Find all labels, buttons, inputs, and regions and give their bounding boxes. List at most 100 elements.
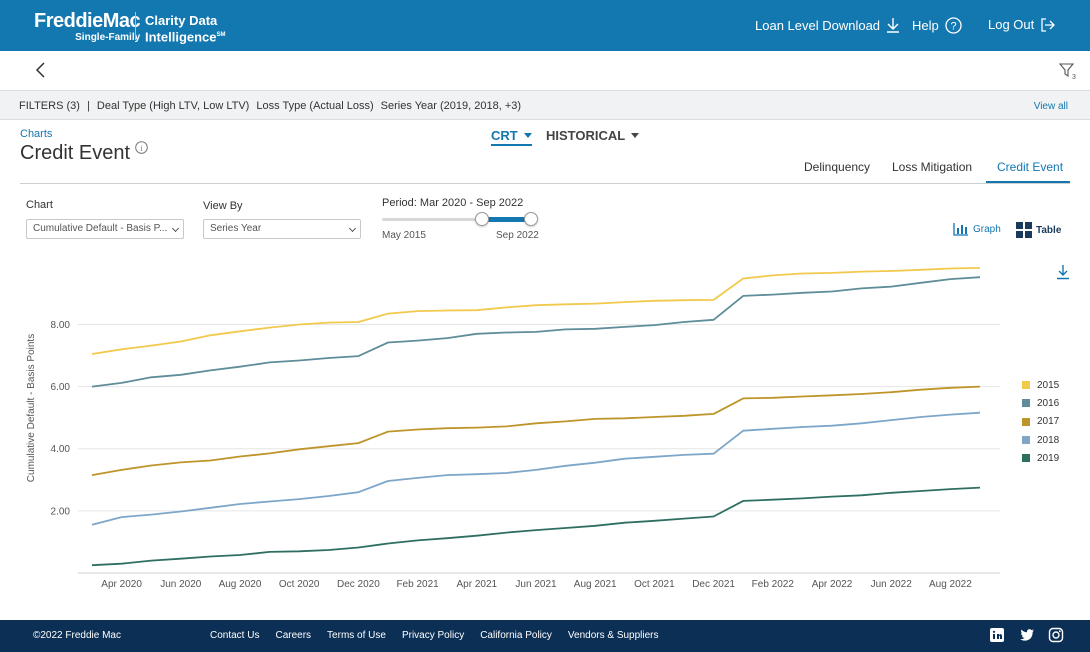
- legend-swatch: [1022, 399, 1030, 408]
- download-arrow-icon: [887, 18, 900, 33]
- tab-delinquency[interactable]: Delinquency: [804, 160, 871, 174]
- filter-deal-type[interactable]: Deal Type (High LTV, Low LTV): [96, 100, 250, 112]
- footer-link-contact-us[interactable]: Contact Us: [210, 630, 260, 641]
- x-tick-label: Jun 2021: [515, 579, 557, 590]
- page-title: Credit Event: [20, 142, 131, 164]
- credit-event-line-chart: 2.00 4.00 6.00 8.00 Apr 2020 Jun 2020 Aug 2020…: [26, 267, 1000, 590]
- loan-level-download-link[interactable]: Loan Level Download: [755, 17, 900, 33]
- freddie-mac-logo[interactable]: FreddieMac Single-Family: [34, 10, 141, 43]
- legend-swatch: [1022, 417, 1030, 426]
- chart-select[interactable]: Cumulative Default - Basis P...: [26, 219, 184, 239]
- view-all-link[interactable]: View all: [1033, 101, 1068, 112]
- x-tick-label: Aug 2020: [219, 579, 262, 590]
- period-slider-track[interactable]: [382, 218, 532, 221]
- y-axis-title: Cumulative Default - Basis Points: [26, 334, 37, 482]
- historical-dropdown[interactable]: HISTORICAL: [546, 128, 640, 143]
- log-out-link[interactable]: Log Out: [988, 17, 1056, 32]
- series-line-2019: [91, 486, 981, 567]
- x-tick-label: Apr 2022: [812, 579, 853, 590]
- filter-loss-type[interactable]: Loss Type (Actual Loss): [256, 100, 374, 112]
- help-link[interactable]: Help ?: [912, 17, 962, 34]
- series-line-2015: [91, 267, 981, 355]
- breadcrumb-charts[interactable]: Charts: [20, 128, 53, 140]
- series-line-2016: [91, 276, 981, 388]
- x-tick-label: Jun 2022: [871, 579, 913, 590]
- legend-label: 2017: [1037, 416, 1060, 428]
- twitter-icon[interactable]: [1019, 627, 1035, 643]
- footer-links: Contact Us Careers Terms of Use Privacy …: [210, 630, 659, 641]
- x-tick-label: Feb 2021: [396, 579, 439, 590]
- table-grid-icon: [1016, 222, 1032, 238]
- footer-link-privacy-policy[interactable]: Privacy Policy: [401, 630, 465, 641]
- crt-label: CRT: [491, 128, 518, 143]
- historical-label: HISTORICAL: [546, 128, 626, 143]
- view-by-label: View By: [203, 200, 243, 212]
- legend-swatch: [1022, 381, 1030, 390]
- filter-count-badge: 3: [1072, 74, 1076, 80]
- filter-summary-bar: FILTERS (3) | Deal Type (High LTV, Low L…: [0, 90, 1090, 120]
- product-line-1: Clarity Data: [145, 13, 218, 28]
- period-slider-start-handle[interactable]: [475, 212, 489, 226]
- footer: ©2022 Freddie Mac Contact Us Careers Ter…: [0, 620, 1090, 652]
- help-label: Help: [912, 18, 939, 33]
- legend-item-2017[interactable]: 2017: [1022, 413, 1059, 431]
- view-by-select[interactable]: Series Year: [203, 219, 361, 239]
- period-slider-range: [482, 217, 532, 222]
- period-slider-max-label: Sep 2022: [496, 230, 539, 241]
- y-tick-label: 8.00: [51, 320, 71, 331]
- product-name: Clarity Data IntelligenceSM: [145, 14, 226, 44]
- caret-down-icon: [631, 133, 640, 138]
- loan-level-download-label: Loan Level Download: [755, 17, 881, 33]
- logo-main-text: FreddieMac: [34, 10, 141, 32]
- logo-divider: [135, 12, 136, 40]
- linkedin-icon[interactable]: [989, 627, 1005, 643]
- chart-legend: 2015 2016 2017 2018 2019: [1022, 376, 1059, 467]
- legend-item-2015[interactable]: 2015: [1022, 376, 1059, 394]
- tab-credit-event[interactable]: Credit Event: [997, 160, 1064, 174]
- graph-label: Graph: [973, 223, 1001, 235]
- series-line-2017: [91, 385, 981, 476]
- active-tab-indicator: [986, 181, 1070, 183]
- chart-select-value: Cumulative Default - Basis P...: [33, 223, 168, 234]
- legend-item-2019[interactable]: 2019: [1022, 449, 1059, 467]
- info-icon[interactable]: i: [135, 141, 148, 154]
- x-tick-label: Dec 2020: [337, 579, 380, 590]
- product-line-2: Intelligence: [145, 29, 217, 45]
- legend-label: 2016: [1037, 397, 1060, 409]
- service-mark: SM: [216, 32, 226, 38]
- chart-download-icon[interactable]: [1056, 264, 1070, 280]
- table-view-button[interactable]: Table: [1016, 222, 1061, 238]
- tab-loss-mitigation[interactable]: Loss Mitigation: [892, 160, 973, 174]
- legend-item-2018[interactable]: 2018: [1022, 431, 1059, 449]
- footer-link-vendors-suppliers[interactable]: Vendors & Suppliers: [567, 630, 659, 641]
- y-tick-label: 6.00: [51, 382, 71, 393]
- log-out-icon: [1041, 17, 1056, 32]
- table-label: Table: [1036, 224, 1062, 236]
- x-tick-label: Feb 2022: [752, 579, 795, 590]
- graph-view-button[interactable]: Graph: [953, 222, 1001, 236]
- x-tick-label: Aug 2022: [929, 579, 972, 590]
- crt-dropdown[interactable]: CRT: [491, 128, 532, 146]
- x-tick-label: Dec 2021: [692, 579, 735, 590]
- footer-link-careers[interactable]: Careers: [275, 630, 312, 641]
- y-tick-label: 2.00: [51, 506, 71, 517]
- back-chevron-icon[interactable]: [32, 60, 50, 80]
- period-label: Period: Mar 2020 - Sep 2022: [382, 197, 524, 209]
- chart-select-label: Chart: [26, 199, 53, 211]
- y-tick-label: 4.00: [51, 444, 71, 455]
- filter-series-year[interactable]: Series Year (2019, 2018, +3): [380, 100, 522, 112]
- svg-text:i: i: [140, 144, 143, 153]
- filter-summary-text: FILTERS (3) | Deal Type (High LTV, Low L…: [19, 100, 525, 112]
- instagram-icon[interactable]: [1048, 627, 1064, 643]
- bar-chart-icon: [953, 223, 968, 236]
- filter-funnel-icon[interactable]: 3: [1058, 60, 1078, 80]
- legend-swatch: [1022, 436, 1030, 445]
- period-slider-min-label: May 2015: [382, 230, 426, 241]
- period-slider-end-handle[interactable]: [524, 212, 538, 226]
- legend-item-2016[interactable]: 2016: [1022, 394, 1059, 412]
- x-tick-label: Oct 2020: [279, 579, 320, 590]
- help-circle-icon: ?: [945, 17, 962, 34]
- footer-link-california-policy[interactable]: California Policy: [480, 630, 552, 641]
- footer-link-terms-of-use[interactable]: Terms of Use: [327, 630, 386, 641]
- legend-label: 2018: [1037, 434, 1060, 446]
